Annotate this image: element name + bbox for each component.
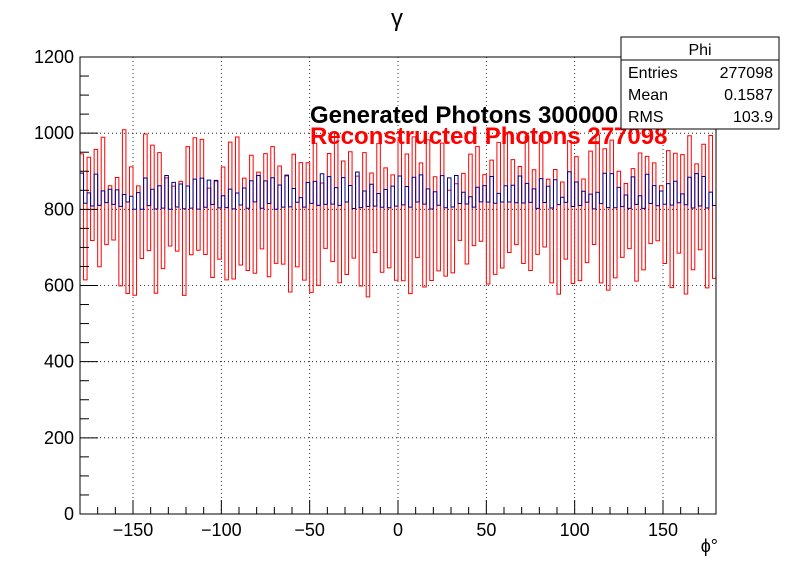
y-tick-label: 1200 [34,47,74,67]
stats-rms-value: 103.9 [733,109,773,126]
chart-title: γ [391,5,403,32]
stats-rms-label: RMS [628,109,664,126]
y-tick-label: 200 [44,428,74,448]
y-tick-label: 1000 [34,123,74,143]
x-tick-label: 150 [648,520,678,540]
x-axis: −150 −100 −50 0 50 100 150 [79,500,717,540]
x-tick-label: −150 [113,520,154,540]
series-generated [80,171,716,210]
series-line-reconstructed [80,129,716,298]
stats-mean-label: Mean [628,87,668,104]
x-axis-label: ϕ° [701,536,718,556]
series-reconstructed [80,129,716,298]
annotation-reconstructed: Reconstructed Photons 277098 [310,123,667,150]
y-tick-label: 800 [44,199,74,219]
stats-entries-label: Entries [628,65,678,82]
stats-entries-value: 277098 [720,65,773,82]
annotation-generated: Generated Photons 300000 [310,102,618,129]
stats-title: Phi [688,42,711,59]
y-tick-label: 0 [64,504,74,524]
x-tick-label: −50 [294,520,325,540]
x-tick-label: 50 [476,520,496,540]
y-tick-label: 400 [44,352,74,372]
stats-box-frame [620,36,780,130]
x-tick-label: 100 [560,520,590,540]
x-tick-label: 0 [393,520,403,540]
y-axis: 0 200 400 600 800 1000 1200 [34,47,98,524]
series-line-generated [80,171,716,210]
y-tick-label: 600 [44,276,74,296]
stats-box: Phi Entries 277098 Mean 0.1587 RMS 103.9 [620,36,780,130]
x-tick-label: −100 [201,520,242,540]
stats-mean-value: 0.1587 [724,87,773,104]
